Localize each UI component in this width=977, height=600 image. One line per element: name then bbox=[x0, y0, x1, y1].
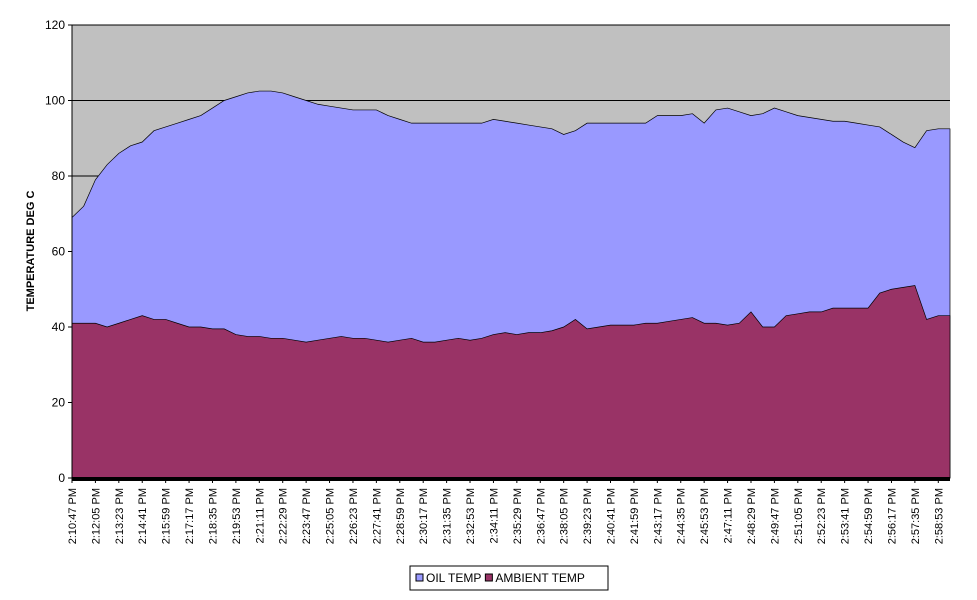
x-tick-label: 2:18:35 PM bbox=[207, 488, 219, 544]
x-tick-label: 2:39:23 PM bbox=[582, 488, 594, 544]
x-tick-label: 2:17:17 PM bbox=[184, 488, 196, 544]
x-tick-label: 2:35:29 PM bbox=[512, 488, 524, 544]
x-tick-label: 2:54:59 PM bbox=[863, 488, 875, 544]
x-tick-label: 2:13:23 PM bbox=[114, 488, 126, 544]
x-tick-label: 2:58:53 PM bbox=[933, 488, 945, 544]
y-tick-label: 100 bbox=[45, 94, 65, 108]
x-tick-label: 2:31:35 PM bbox=[442, 488, 454, 544]
x-tick-label: 2:14:41 PM bbox=[137, 488, 149, 544]
x-tick-label: 2:25:05 PM bbox=[325, 488, 337, 544]
y-tick-label: 40 bbox=[52, 320, 66, 334]
x-tick-label: 2:49:47 PM bbox=[769, 488, 781, 544]
legend-label: AMBIENT TEMP bbox=[495, 571, 585, 585]
x-tick-label: 2:53:41 PM bbox=[840, 488, 852, 544]
y-axis-label: TEMPERATURE DEG C bbox=[25, 191, 37, 312]
x-tick-label: 2:27:41 PM bbox=[371, 488, 383, 544]
x-tick-label: 2:15:59 PM bbox=[161, 488, 173, 544]
y-tick-label: 60 bbox=[52, 245, 66, 259]
x-tick-label: 2:26:23 PM bbox=[348, 488, 360, 544]
x-tick-label: 2:57:35 PM bbox=[910, 488, 922, 544]
legend-box bbox=[409, 565, 609, 591]
legend-swatch bbox=[484, 573, 493, 582]
x-tick-label: 2:21:11 PM bbox=[254, 488, 266, 543]
y-tick-label: 20 bbox=[52, 396, 66, 410]
x-tick-label: 2:34:11 PM bbox=[488, 488, 500, 543]
x-tick-label: 2:56:17 PM bbox=[886, 488, 898, 544]
x-tick-label: 2:36:47 PM bbox=[535, 488, 547, 544]
x-tick-label: 2:30:17 PM bbox=[418, 488, 430, 544]
x-tick-label: 2:32:53 PM bbox=[465, 488, 477, 544]
x-tick-label: 2:51:05 PM bbox=[793, 488, 805, 544]
x-tick-label: 2:12:05 PM bbox=[90, 488, 102, 544]
x-tick-label: 2:40:41 PM bbox=[606, 488, 618, 544]
legend-swatch bbox=[415, 573, 424, 582]
x-tick-label: 2:43:17 PM bbox=[652, 488, 664, 544]
x-tick-label: 2:44:35 PM bbox=[676, 488, 688, 544]
legend-label: OIL TEMP bbox=[426, 571, 481, 585]
area bbox=[71, 285, 951, 479]
x-tick-label: 2:22:29 PM bbox=[278, 488, 290, 544]
x-tick-label: 2:10:47 PM bbox=[67, 488, 79, 544]
x-tick-label: 2:48:29 PM bbox=[746, 488, 758, 544]
legend: OIL TEMP AMBIENT TEMP bbox=[409, 565, 609, 591]
x-tick-label: 2:19:53 PM bbox=[231, 488, 243, 544]
x-tick-label: 2:52:23 PM bbox=[816, 488, 828, 544]
y-tick-label: 80 bbox=[52, 169, 66, 183]
x-tick-label: 2:41:59 PM bbox=[629, 488, 641, 544]
x-tick-label: 2:45:53 PM bbox=[699, 488, 711, 544]
y-tick-label: 0 bbox=[58, 471, 65, 485]
x-tick-label: 2:47:11 PM bbox=[723, 488, 735, 543]
x-tick-label: 2:38:05 PM bbox=[559, 488, 571, 544]
x-tick-label: 2:23:47 PM bbox=[301, 488, 313, 544]
y-tick-label: 120 bbox=[45, 18, 65, 32]
x-tick-label: 2:28:59 PM bbox=[395, 488, 407, 544]
